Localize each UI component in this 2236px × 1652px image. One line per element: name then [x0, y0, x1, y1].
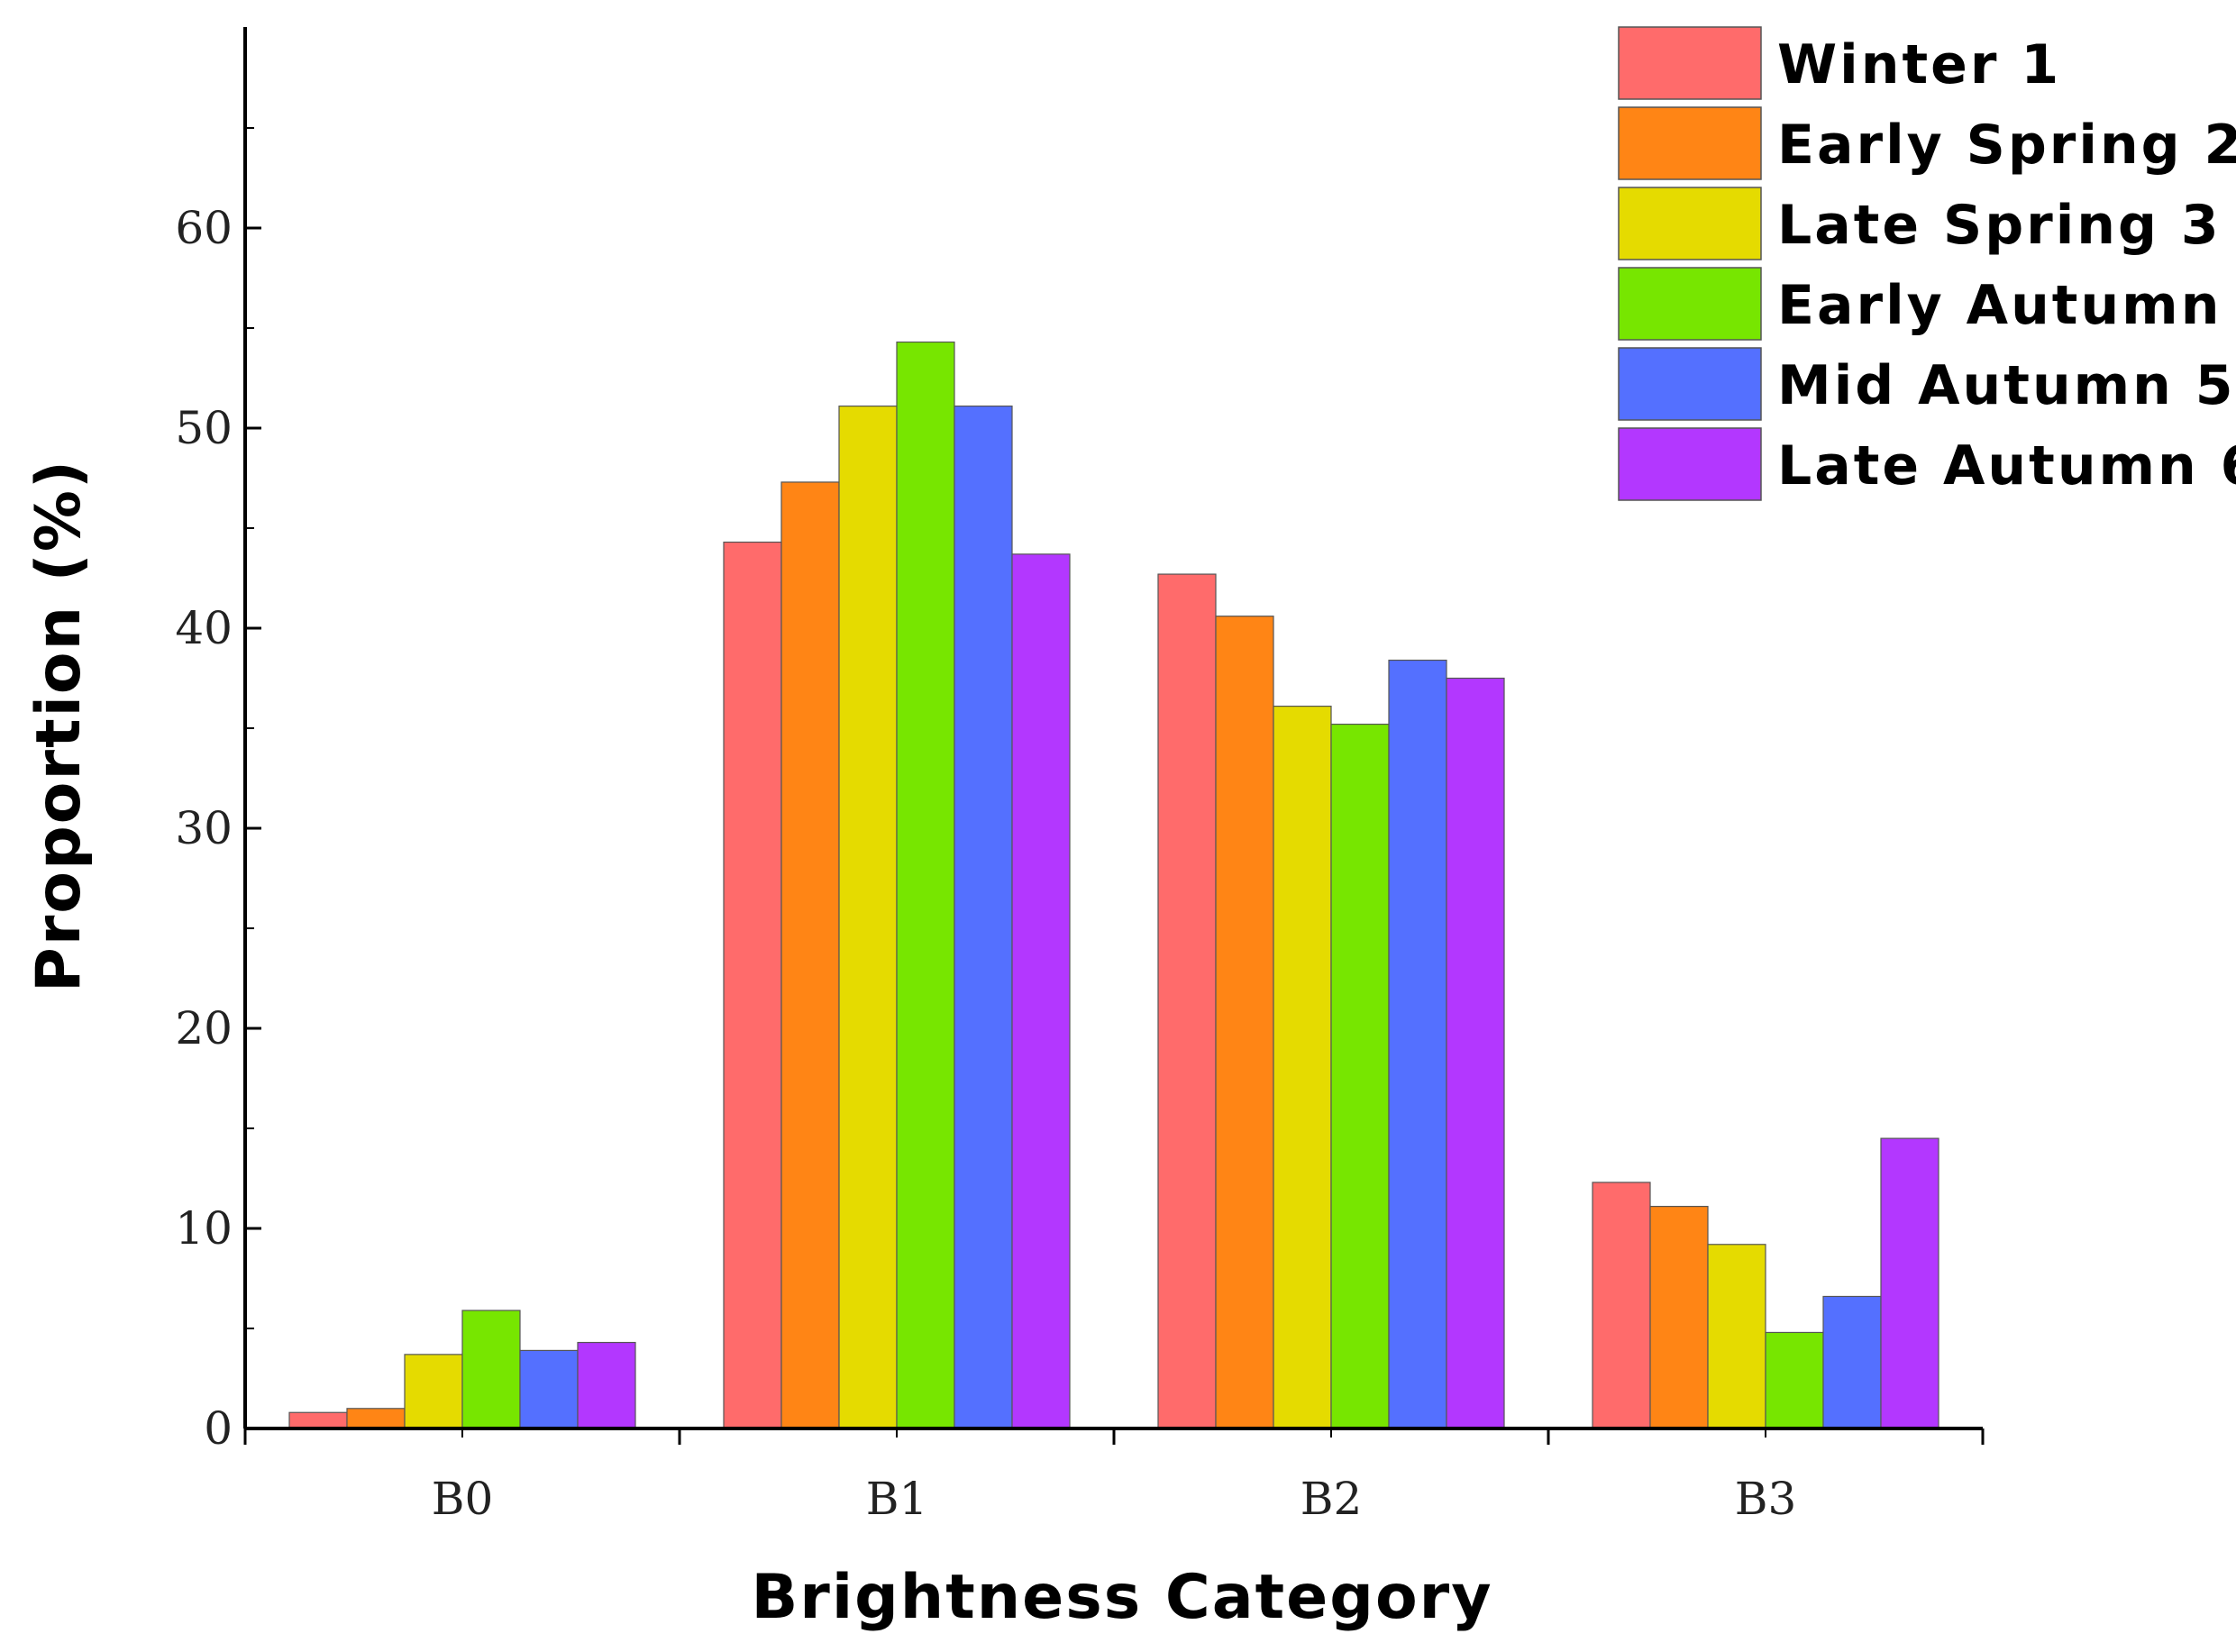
bar-B0-2 — [346, 1408, 406, 1429]
y-axis-label: Proportion (%) — [23, 459, 95, 992]
legend-label-3: Late Spring 3 — [1777, 194, 2222, 257]
y-tick-label: 0 — [204, 1402, 233, 1455]
y-tick-label: 20 — [175, 1002, 233, 1054]
bar-B1-4 — [896, 341, 955, 1429]
bar-B3-3 — [1707, 1244, 1766, 1429]
y-tick-label: 60 — [175, 202, 233, 254]
bar-B1-3 — [838, 405, 898, 1429]
legend-label-4: Early Autumn 4 — [1777, 274, 2236, 337]
bar-B3-1 — [1592, 1182, 1651, 1429]
x-axis-label: Brightness Category — [751, 1562, 1492, 1633]
legend-label-6: Late Autumn 6 — [1777, 434, 2236, 497]
bar-B2-6 — [1446, 677, 1505, 1429]
bar-B0-1 — [288, 1411, 348, 1429]
y-axis-ticks: 0 10 20 30 40 50 60 — [175, 127, 261, 1455]
y-tick-label: 10 — [175, 1202, 233, 1255]
x-tick-label-B0: B0 — [432, 1473, 494, 1525]
legend-label-5: Mid Autumn 5 — [1777, 354, 2236, 417]
legend-label-2: Early Spring 2 — [1777, 114, 2236, 177]
bar-B1-5 — [954, 405, 1013, 1429]
bar-B2-3 — [1273, 705, 1332, 1429]
x-axis-ticks: B0 B1 B2 B3 — [243, 1428, 1985, 1525]
bar-B2-1 — [1157, 573, 1217, 1429]
legend-swatch-3 — [1618, 187, 1762, 260]
x-tick-label-B3: B3 — [1735, 1473, 1797, 1525]
y-tick-label: 40 — [175, 602, 233, 654]
bar-B2-4 — [1330, 723, 1390, 1429]
bar-B2-2 — [1215, 616, 1274, 1429]
legend-swatch-6 — [1618, 427, 1762, 501]
legend-swatch-1 — [1618, 26, 1762, 100]
y-tick-label: 30 — [175, 802, 233, 854]
legend-swatch-2 — [1618, 106, 1762, 180]
y-tick-label: 50 — [175, 402, 233, 454]
bar-B3-4 — [1765, 1331, 1824, 1429]
bar-B2-5 — [1388, 659, 1447, 1429]
bar-B3-5 — [1822, 1295, 1882, 1429]
x-tick-label-B2: B2 — [1301, 1473, 1363, 1525]
legend-label-1: Winter 1 — [1777, 33, 2061, 96]
legend: Winter 1 Early Spring 2 Late Spring 3 Early… — [1618, 26, 2236, 501]
bar-B0-4 — [461, 1310, 521, 1429]
bar-B0-5 — [519, 1349, 579, 1429]
bar-B0-3 — [404, 1354, 463, 1429]
legend-swatch-4 — [1618, 267, 1762, 341]
bar-B0-6 — [577, 1341, 636, 1429]
bars-layer — [288, 341, 1939, 1429]
x-tick-label-B1: B1 — [866, 1473, 928, 1525]
bar-B3-6 — [1880, 1137, 1939, 1429]
bar-B1-6 — [1011, 553, 1071, 1429]
bar-B3-2 — [1649, 1205, 1709, 1429]
legend-swatch-5 — [1618, 347, 1762, 421]
bar-B1-2 — [780, 481, 840, 1429]
bar-B1-1 — [723, 541, 782, 1429]
